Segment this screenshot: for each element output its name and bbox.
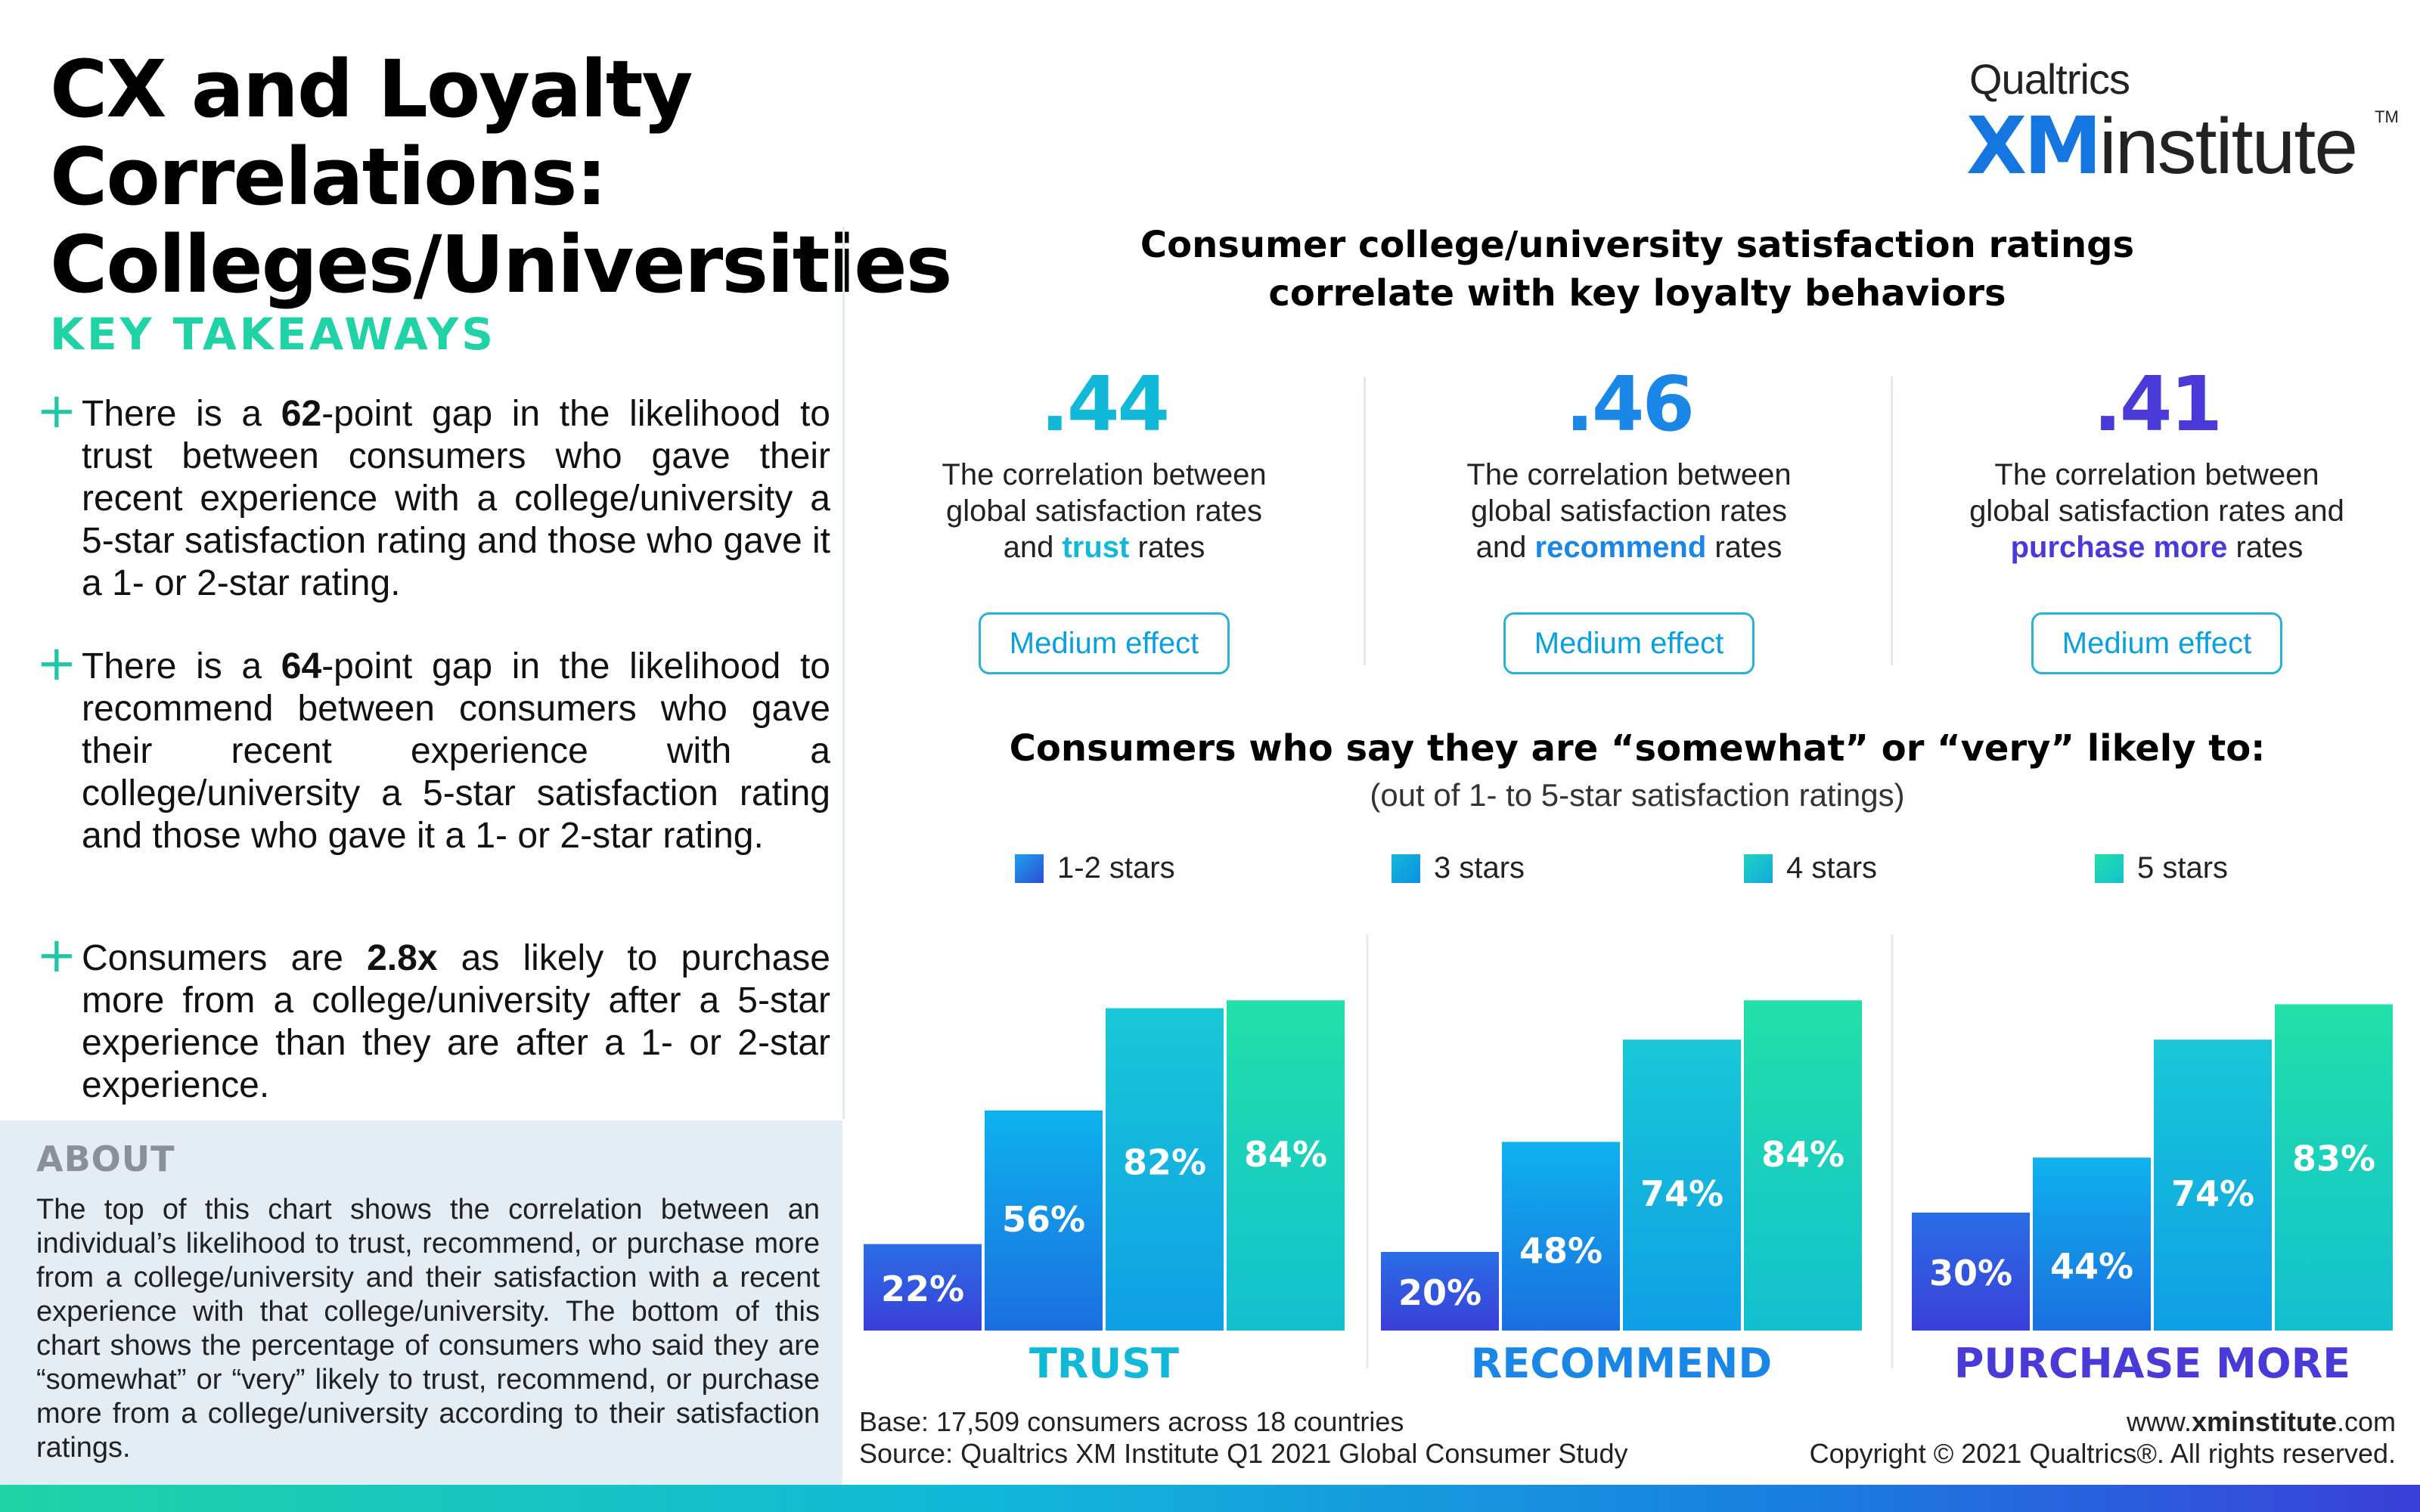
footer-source-block: Base: 17,509 consumers across 18 countri… [859,1406,1627,1470]
logo-trademark: TM [2375,107,2399,126]
bar-data-label: 56% [1002,1199,1085,1240]
correlation-divider [1891,376,1893,665]
page-title-line-2: Colleges/Universities [50,218,953,311]
plus-icon: + [36,383,77,439]
bar-recommend-5-stars [1744,1000,1862,1331]
legend-item-1-2-stars: 1-2 stars [1015,851,1175,885]
legend-label: 5 stars [2137,851,2229,885]
page-title: CX and Loyalty Correlations: Colleges/Un… [50,45,1184,308]
bar-purchase-more-4-stars [2154,1040,2272,1331]
bar-recommend-3-stars [1502,1142,1620,1331]
bar-data-label: 84% [1244,1134,1327,1175]
takeaway-text: There is a 62-point gap in the likelihoo… [82,394,830,603]
footer-copyright: Copyright © 2021 Qualtrics®. All rights … [1809,1438,2396,1469]
correlation-divider [1364,376,1366,665]
bar-data-label: 20% [1398,1272,1481,1313]
legend-swatch [1015,854,1044,883]
page-title-line-1: CX and Loyalty Correlations: [50,43,693,223]
footer-rights-block: www.xminstitute.com Copyright © 2021 Qua… [1810,1406,2396,1470]
bar-purchase-more-1-2-stars [1912,1213,2030,1331]
correlation-value: .41 [2093,360,2223,448]
takeaway-highlight: 64 [281,646,322,686]
correlations-title: Consumer college/university satisfaction… [862,221,2412,318]
correlation-description: The correlation between global satisfact… [942,458,1267,564]
legend-item-4-stars: 4 stars [1744,851,1877,885]
bar-data-label: 22% [881,1269,964,1309]
logo-xm: XM [1966,100,2102,192]
bar-series-group: 22% 56% 82% 84% TRUST 20% 48% 74% 84% RECOMMEND 30… [864,934,2393,1387]
legend-swatch [2095,854,2124,883]
correlation-purchase-more: .41 The correlation between global satis… [1900,363,2414,674]
bar-data-label: 74% [1640,1173,1723,1214]
plus-icon: + [36,928,77,984]
bar-data-label: 84% [1761,1134,1844,1175]
bar-data-label: 30% [1929,1253,2012,1294]
bar-trust-4-stars [1106,1008,1224,1331]
bar-trust-3-stars [985,1110,1103,1331]
bar-data-label: 82% [1123,1142,1206,1183]
correlations-title-line-2: correlate with key loyalty behaviors [1268,272,2006,314]
about-text: The top of this chart shows the correlat… [36,1194,820,1464]
footer-source: Source: Qualtrics XM Institute Q1 2021 G… [859,1438,1628,1469]
footer-base: Base: 17,509 consumers across 18 countri… [859,1406,1404,1437]
bar-recommend-4-stars [1623,1040,1741,1331]
legend-label: 1-2 stars [1057,851,1175,885]
bar-data-label: 48% [1519,1230,1602,1271]
legend-label: 3 stars [1434,851,1525,885]
category-label-trust: TRUST [1029,1340,1179,1387]
logo-wordmark: XMinstitute [1966,100,2358,192]
correlation-trust: .44 The correlation between global satis… [847,363,1361,674]
plus-icon: + [36,636,77,692]
legend-item-5-stars: 5 stars [2095,851,2228,885]
takeaway-highlight: 62 [281,394,322,434]
column-divider [842,227,845,1119]
correlation-recommend: .46 The correlation between global satis… [1372,363,1886,674]
about-panel: ABOUT The top of this chart shows the co… [0,1120,842,1491]
correlation-value: .46 [1565,360,1695,448]
about-heading: ABOUT [36,1139,175,1179]
logo-institute: institute [2099,103,2358,191]
category-label-purchase-more: PURCHASE MORE [1954,1340,2350,1387]
chart-title: Consumers who say they are “somewhat” or… [1009,727,2266,770]
correlation-description: The correlation between global satisfact… [1466,458,1792,564]
bar-purchase-more-3-stars [2033,1157,2151,1331]
correlation-value: .44 [1040,360,1170,448]
logo-brand: Qualtrics [1969,55,2130,103]
bar-trust-5-stars [1227,1000,1345,1331]
effect-size-badge: Medium effect [979,612,1230,674]
bar-data-label: 74% [2171,1173,2254,1214]
bar-purchase-more-5-stars [2275,1004,2393,1331]
takeaway-text: There is a 64-point gap in the likelihoo… [82,646,830,856]
takeaway-text: Consumers are 2.8x as likely to purchase… [82,938,830,1105]
legend-item-3-stars: 3 stars [1392,851,1525,885]
footer-url[interactable]: www.xminstitute.com [2126,1406,2396,1437]
takeaway-highlight: 2.8x [367,938,438,978]
correlations-title-line-1: Consumer college/university satisfaction… [1140,224,2135,266]
legend-label: 4 stars [1786,851,1878,885]
bar-recommend-1-2-stars [1381,1252,1499,1331]
chart-subtitle: (out of 1- to 5-star satisfaction rating… [1370,777,1905,813]
effect-size-badge: Medium effect [1503,612,1754,674]
legend-swatch [1744,854,1773,883]
bar-data-label: 44% [2050,1246,2133,1287]
key-takeaways-heading: KEY TAKEAWAYS [50,308,497,360]
effect-size-badge: Medium effect [2031,612,2282,674]
bar-trust-1-2-stars [864,1244,982,1331]
category-label-recommend: RECOMMEND [1471,1340,1772,1387]
qualtrics-xm-institute-logo: Qualtrics XMinstitute TM [1966,54,2405,192]
bar-data-label: 83% [2292,1138,2375,1179]
correlation-description: The correlation between global satisfact… [1969,458,2344,564]
legend-swatch [1392,854,1420,883]
bottom-gradient-bar [0,1485,2420,1512]
